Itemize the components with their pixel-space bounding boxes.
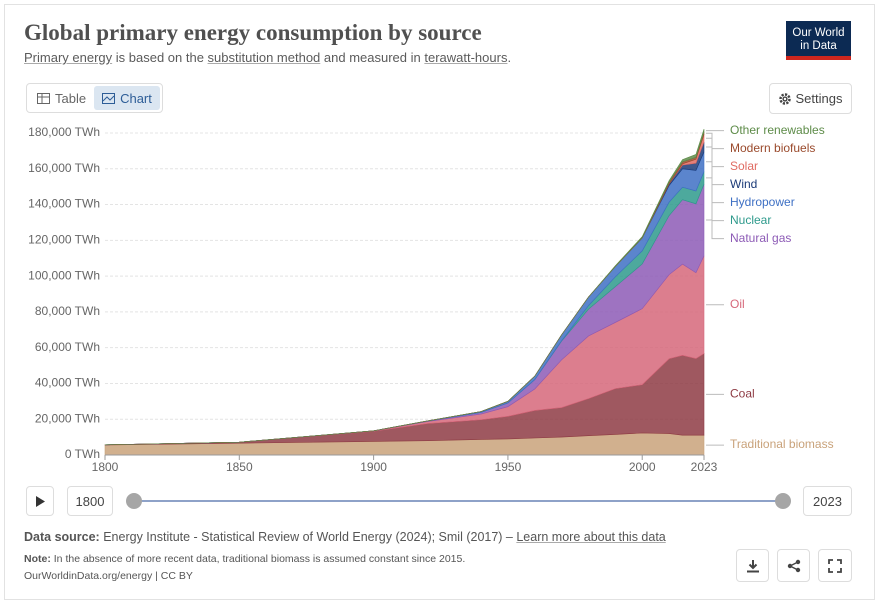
download-button[interactable] (736, 549, 769, 582)
subtitle-link[interactable]: Primary energy (24, 50, 113, 65)
source-text: Energy Institute - Statistical Review of… (103, 530, 517, 544)
slider-handle[interactable] (775, 493, 791, 509)
x-tick-label: 1900 (360, 460, 387, 474)
y-tick-label: 140,000 TWh (28, 197, 100, 211)
fullscreen-button[interactable] (818, 549, 852, 582)
title: Global primary energy consumption by sou… (24, 20, 482, 45)
legend-label: Coal (730, 387, 755, 401)
credit: OurWorldinData.org/energy | CC BY (24, 570, 193, 582)
x-tick-label: 2000 (629, 460, 656, 474)
x-tick-label: 2023 (691, 460, 718, 474)
timeline-end[interactable]: 2023 (803, 486, 852, 516)
learn-more-link[interactable]: Learn more about this data (516, 530, 666, 544)
chart-button[interactable]: Chart (94, 86, 160, 110)
legend-label: Wind (730, 177, 757, 191)
legend-label: Nuclear (730, 213, 771, 227)
y-tick-label: 120,000 TWh (28, 233, 100, 247)
label-connector (706, 137, 724, 168)
button-label: Table (55, 90, 87, 106)
x-tick-label: 1950 (495, 460, 522, 474)
button-label: Settings (795, 91, 843, 106)
table-button[interactable]: Table (29, 86, 94, 110)
label-connector (706, 161, 724, 204)
gear-icon (778, 92, 791, 105)
play-icon (36, 495, 45, 507)
legend-label: Traditional biomass (730, 437, 834, 451)
fullscreen-icon (828, 558, 842, 573)
y-tick-label: 100,000 TWh (28, 268, 100, 282)
note-label: Note: (24, 553, 51, 565)
logo[interactable]: Our World in Data (786, 21, 851, 60)
logo-line: in Data (800, 40, 837, 52)
legend-label: Natural gas (730, 231, 791, 245)
area (104, 128, 705, 446)
view-toggle: Table Chart (26, 83, 163, 113)
label-connector (706, 177, 724, 222)
legend-label: Other renewables (730, 123, 825, 137)
chart-icon (102, 92, 116, 104)
slider-handle[interactable] (126, 493, 142, 509)
timeline-start[interactable]: 1800 (67, 486, 113, 516)
y-tick-label: 80,000 TWh (35, 304, 100, 318)
label-connector (706, 132, 724, 150)
source-label: Data source: (24, 530, 100, 544)
timeline-slider (126, 493, 791, 509)
settings-button[interactable]: Settings (769, 83, 852, 114)
subtitle-text: . (507, 50, 512, 65)
play-button[interactable] (26, 486, 54, 516)
legend-label: Solar (730, 159, 758, 173)
note: Note: In the absence of more recent data… (24, 553, 465, 565)
legend-label: Oil (730, 297, 745, 311)
y-tick-label: 20,000 TWh (35, 411, 100, 425)
share-icon (787, 559, 800, 572)
legend-label: Modern biofuels (730, 141, 815, 155)
subtitle-text: is based on the (112, 50, 208, 65)
y-tick-label: 160,000 TWh (28, 161, 100, 175)
y-tick-label: 180,000 TWh (28, 125, 100, 139)
legend-label: Hydropower (730, 195, 795, 209)
subtitle-link[interactable]: substitution method (207, 50, 321, 65)
download-icon (746, 559, 759, 572)
frame (4, 4, 875, 600)
chart: 0 TWh 20,000 TWh 40,000 TWh 60,000 TWh 80,00… (28, 123, 834, 474)
subtitle-text: and measured in (320, 50, 425, 65)
table-icon (37, 92, 50, 104)
note-text: In the absence of more recent data, trad… (53, 553, 466, 565)
share-button[interactable] (777, 549, 810, 582)
y-tick-label: 0 TWh (65, 447, 100, 461)
logo-line: Our World (792, 27, 845, 39)
label-connector (706, 146, 724, 186)
button-label: Chart (120, 90, 152, 106)
data-source: Data source: Energy Institute - Statisti… (24, 530, 666, 544)
y-tick-label: 40,000 TWh (35, 376, 100, 390)
y-tick-label: 60,000 TWh (35, 340, 100, 354)
x-tick-label: 1800 (92, 460, 119, 474)
subtitle: Primary energy is based on the substitut… (24, 50, 511, 65)
label-connector (706, 219, 724, 240)
subtitle-link[interactable]: terawatt-hours (424, 50, 508, 65)
x-tick-label: 1850 (226, 460, 253, 474)
